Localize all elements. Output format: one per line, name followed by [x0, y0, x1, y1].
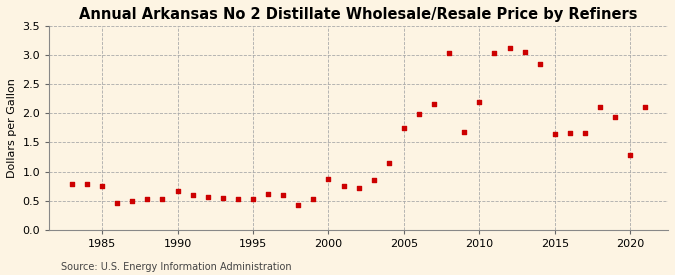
Point [504, 46, 515, 50]
Point [369, 178, 379, 182]
Point [157, 197, 168, 201]
Point [459, 130, 470, 134]
Point [232, 197, 243, 202]
Point [474, 100, 485, 104]
Point [595, 105, 605, 109]
Point [172, 189, 183, 193]
Point [519, 50, 530, 54]
Point [610, 115, 620, 119]
Point [353, 186, 364, 191]
Point [82, 182, 92, 186]
Point [489, 51, 500, 55]
Point [97, 183, 107, 188]
Point [217, 196, 228, 200]
Point [112, 201, 123, 205]
Point [398, 126, 409, 131]
Point [549, 131, 560, 136]
Point [187, 192, 198, 197]
Point [278, 192, 289, 197]
Point [67, 182, 78, 186]
Point [308, 197, 319, 202]
Point [625, 153, 636, 157]
Point [338, 183, 349, 188]
Point [263, 191, 273, 196]
Point [429, 102, 439, 106]
Point [142, 197, 153, 202]
Point [248, 197, 259, 202]
Y-axis label: Dollars per Gallon: Dollars per Gallon [7, 78, 17, 178]
Title: Annual Arkansas No 2 Distillate Wholesale/Resale Price by Refiners: Annual Arkansas No 2 Distillate Wholesal… [80, 7, 638, 22]
Point [444, 51, 455, 55]
Point [580, 131, 591, 135]
Point [127, 199, 138, 203]
Point [564, 131, 575, 135]
Point [383, 161, 394, 166]
Point [414, 112, 425, 116]
Point [640, 105, 651, 110]
Point [293, 203, 304, 208]
Point [202, 194, 213, 199]
Point [535, 62, 545, 67]
Text: Source: U.S. Energy Information Administration: Source: U.S. Energy Information Administ… [61, 262, 292, 272]
Point [323, 177, 334, 181]
